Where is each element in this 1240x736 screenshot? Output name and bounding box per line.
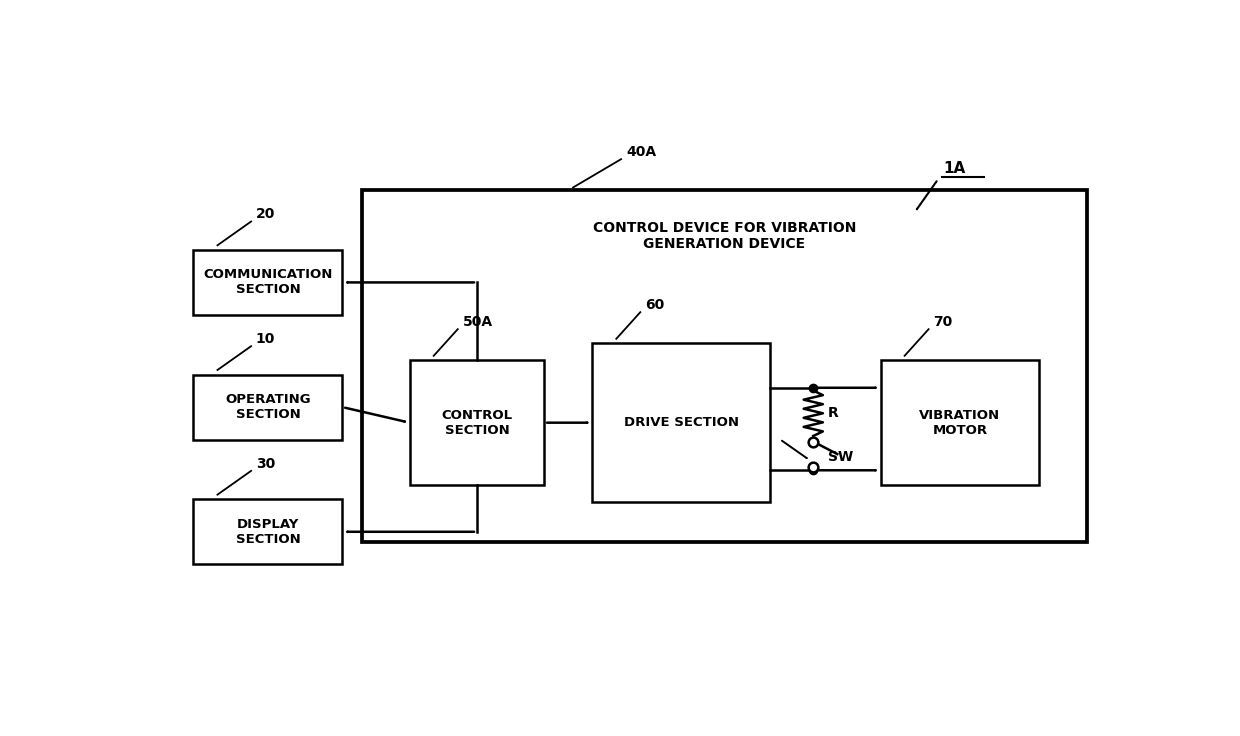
Bar [409,361,544,485]
Bar [193,499,342,565]
Text: R: R [828,406,838,420]
Text: 60: 60 [645,298,665,312]
Text: DRIVE SECTION: DRIVE SECTION [624,416,739,429]
Bar [193,375,342,439]
Text: DISPLAY
SECTION: DISPLAY SECTION [236,518,300,546]
Bar [362,191,1087,542]
Text: 20: 20 [255,208,275,222]
Bar [193,250,342,315]
Text: CONTROL
SECTION: CONTROL SECTION [441,408,512,436]
Text: 10: 10 [255,332,275,346]
Text: SW: SW [828,450,853,464]
Text: 30: 30 [255,457,275,471]
Text: VIBRATION
MOTOR: VIBRATION MOTOR [919,408,1001,436]
Text: CONTROL DEVICE FOR VIBRATION
GENERATION DEVICE: CONTROL DEVICE FOR VIBRATION GENERATION … [593,221,856,251]
Bar [593,343,770,502]
Text: 50A: 50A [463,315,492,329]
Text: 40A: 40A [626,145,656,159]
Text: COMMUNICATION
SECTION: COMMUNICATION SECTION [203,269,332,297]
Text: 1A: 1A [942,161,965,176]
Text: 70: 70 [934,315,952,329]
Bar [880,361,1039,485]
Text: OPERATING
SECTION: OPERATING SECTION [226,393,311,421]
